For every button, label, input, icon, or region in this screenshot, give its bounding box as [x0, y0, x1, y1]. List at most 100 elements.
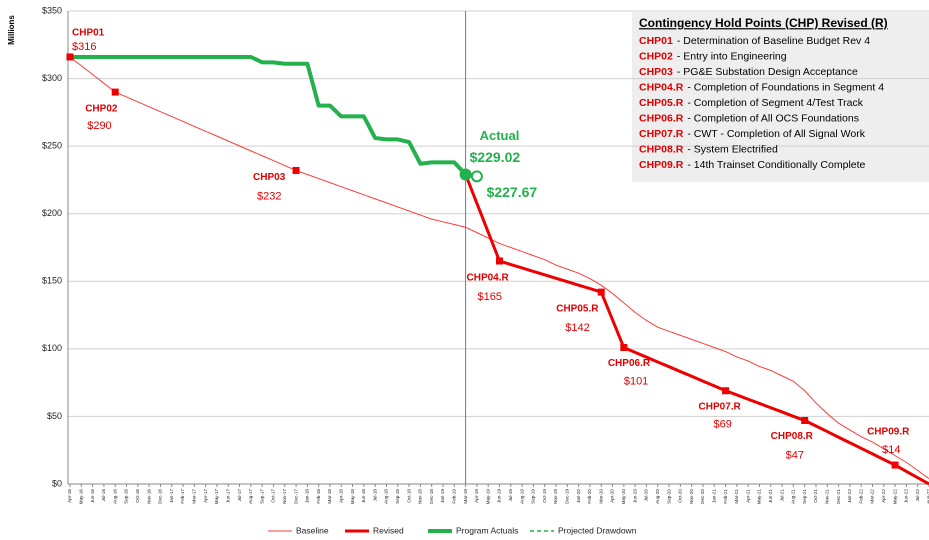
x-tick-label: Mar-21	[734, 489, 739, 504]
x-tick-label: Jul-16	[101, 489, 106, 502]
x-tick-label: May-22	[892, 489, 897, 505]
x-tick-label: Jun-19	[497, 489, 502, 503]
x-tick-label: Jan-17	[169, 489, 174, 503]
milestone-value: $69	[714, 419, 732, 431]
annotation-value: $227.67	[487, 184, 538, 200]
legend-box-code: CHP02	[639, 50, 673, 62]
x-tick-label: Mar-20	[598, 489, 603, 504]
series-line	[70, 54, 468, 176]
milestone-marker	[891, 461, 899, 469]
x-tick-label: Jul-19	[508, 489, 513, 502]
milestone-value: $232	[257, 190, 281, 202]
x-tick-label: May-18	[350, 489, 355, 505]
milestone-marker	[722, 387, 730, 395]
x-tick-label: Nov-19	[553, 489, 558, 504]
legend-box-code: CHP07.R	[639, 128, 684, 140]
milestone-label: CHP08.R	[771, 431, 814, 442]
x-tick-label: Jan-21	[711, 489, 716, 503]
legend-box-text: - System Electrified	[687, 143, 778, 155]
milestone-value: $316	[72, 41, 96, 53]
x-tick-label: Aug-16	[112, 489, 117, 504]
x-tick-label: Jul-18	[372, 489, 377, 502]
legend-box-item: CHP06.R - Completion of All OCS Foundatio…	[639, 112, 859, 124]
x-tick-label: Mar-19	[463, 489, 468, 504]
x-tick-label: Sep-20	[666, 489, 671, 504]
milestone-label: CHP02	[85, 104, 118, 115]
x-tick-label: Sep-16	[124, 489, 129, 504]
end-marker	[470, 170, 483, 183]
milestone-value: $101	[624, 375, 648, 387]
x-tick-label: Jun-16	[90, 489, 95, 503]
legend-box-text: - PG&E Substation Design Acceptance	[677, 66, 858, 78]
x-tick-label: Jun-17	[225, 489, 230, 503]
y-tick-label: $250	[42, 141, 62, 151]
x-tick-label: Feb-21	[723, 489, 728, 504]
x-tick-label: Jan-20	[576, 489, 581, 503]
x-tick-label: Aug-21	[791, 489, 796, 504]
legend-box-title: Contingency Hold Points (CHP) Revised (R…	[639, 16, 888, 30]
x-tick-label: Mar-18	[327, 489, 332, 504]
end-marker	[459, 168, 472, 181]
milestone-marker	[597, 288, 605, 296]
x-tick-label: Dec-19	[565, 489, 570, 504]
legend-box-text: - Determination of Baseline Budget Rev 4	[677, 35, 870, 47]
x-tick-label: Oct-16	[135, 489, 140, 503]
x-tick-label: Feb-20	[587, 489, 592, 504]
y-tick-label: $100	[42, 343, 62, 353]
x-tick-label: Mar-17	[192, 489, 197, 504]
x-tick-label: Oct-21	[813, 489, 818, 503]
x-tick-label: May-19	[485, 489, 490, 505]
x-tick-label: Jun-21	[768, 489, 773, 503]
x-tick-label: Apr-16	[67, 489, 72, 503]
x-tick-label: Nov-17	[282, 489, 287, 504]
x-tick-label: Aug-18	[384, 489, 389, 504]
x-tick-label: Feb-18	[316, 489, 321, 504]
x-tick-label: Apr-21	[745, 489, 750, 503]
legend-box-item: CHP05.R - Completion of Segment 4/Test Tr…	[639, 97, 864, 109]
x-tick-label: May-21	[757, 489, 762, 505]
legend-box-text: - 14th Trainset Conditionally Complete	[687, 159, 865, 171]
x-tick-label: Jul-17	[237, 489, 242, 502]
legend-box-code: CHP03	[639, 66, 673, 78]
x-tick-label: Dec-18	[429, 489, 434, 504]
x-tick-label: Dec-17	[293, 489, 298, 504]
x-tick-label: Dec-16	[158, 489, 163, 504]
legend-box-item: CHP04.R - Completion of Foundations in Se…	[639, 81, 884, 93]
legend-box-code: CHP09.R	[639, 159, 684, 171]
x-tick-label: Oct-19	[542, 489, 547, 503]
x-tick-label: Jan-22	[847, 489, 852, 503]
x-tick-label: Mar-22	[870, 489, 875, 504]
x-tick-label: Aug-20	[655, 489, 660, 504]
y-axis-label: Millions	[7, 15, 16, 45]
x-tick-label: Oct-17	[271, 489, 276, 503]
milestone-label: CHP03	[253, 172, 286, 183]
y-tick-label: $300	[42, 73, 62, 83]
x-tick-label: Apr-22	[881, 489, 886, 503]
x-tick-label: May-17	[214, 489, 219, 505]
x-tick-label: Aug-19	[519, 489, 524, 504]
x-tick-label: Feb-19	[452, 489, 457, 504]
x-tick-label: Jan-18	[305, 489, 310, 503]
legend-label: Revised	[373, 525, 404, 535]
milestone-marker	[292, 166, 300, 174]
milestone-value: $14	[882, 444, 900, 456]
legend-box-code: CHP05.R	[639, 97, 684, 109]
legend-box-text: - Completion of Segment 4/Test Track	[687, 97, 863, 109]
legend-box-item: CHP01 - Determination of Baseline Budget …	[639, 35, 870, 47]
milestone-marker	[496, 257, 503, 265]
milestone-marker	[801, 416, 809, 424]
x-tick-label: Jun-18	[361, 489, 366, 503]
legend-box-item: CHP07.R - CWT - Completion of All Signal …	[639, 128, 866, 140]
legend-box-item: CHP08.R - System Electrified	[639, 143, 778, 155]
legend-box-item: CHP09.R - 14th Trainset Conditionally Com…	[639, 159, 866, 171]
x-tick-label: Nov-18	[418, 489, 423, 504]
x-tick-label: Aug-22	[926, 489, 929, 504]
milestone-label: CHP09.R	[867, 427, 910, 438]
x-tick-label: Jul-20	[644, 489, 649, 502]
y-tick-label: $50	[47, 411, 62, 421]
x-tick-label: Sep-21	[802, 489, 807, 504]
x-tick-label: Feb-22	[858, 489, 863, 504]
x-tick-label: Sep-19	[531, 489, 536, 504]
x-tick-label: Jun-22	[904, 489, 909, 503]
